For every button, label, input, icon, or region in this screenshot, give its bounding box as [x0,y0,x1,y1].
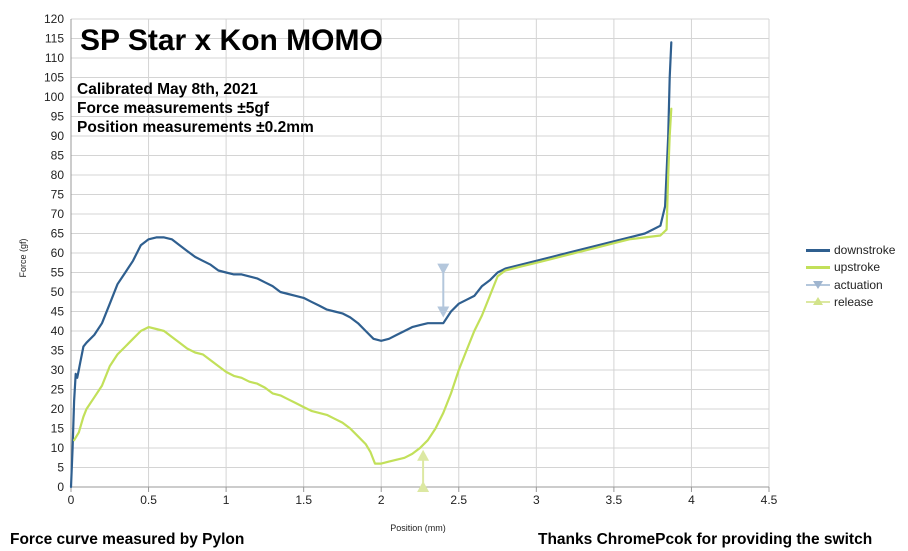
y-tick-label: 15 [51,422,65,436]
footer-thanks: Thanks ChromePcok for providing the swit… [538,531,873,548]
x-tick-label: 1.5 [295,493,312,507]
y-tick-label: 110 [45,51,64,65]
y-tick-label: 85 [51,149,65,163]
y-tick-label: 35 [51,344,65,358]
y-tick-label: 65 [51,227,65,241]
tick-labels: 0510152025303540455055606570758085909510… [44,12,778,507]
series [69,41,673,489]
legend-swatch-actuation [806,278,830,292]
x-tick-label: 1 [223,493,230,507]
y-axis-label: Force (gf) [18,238,28,277]
release-marker [417,481,430,492]
position-accuracy-note: Position measurements ±0.2mm [77,119,314,136]
y-tick-label: 105 [44,71,64,85]
x-tick-label: 0.5 [140,493,157,507]
y-tick-label: 115 [45,32,64,46]
chart-title: SP Star x Kon MOMO [80,24,383,57]
series-line-upstroke [72,107,673,465]
legend-swatch-upstroke [806,260,830,274]
y-tick-label: 20 [51,402,65,416]
y-tick-label: 45 [51,305,65,319]
series-line-downstroke [69,41,673,489]
x-tick-label: 3 [533,493,540,507]
force-accuracy-note: Force measurements ±5gf [77,100,269,117]
x-axis-label: Position (mm) [390,523,446,533]
grid [70,18,770,488]
x-tick-label: 2 [378,493,385,507]
legend-label-actuation: actuation [834,277,883,292]
calibration-note: Calibrated May 8th, 2021 [77,81,258,98]
y-tick-label: 95 [51,110,65,124]
release-marker [417,449,430,461]
y-tick-label: 30 [51,363,65,377]
markers [417,263,450,492]
legend-item-downstroke: downstroke [806,241,895,259]
y-tick-label: 90 [51,129,65,143]
legend-swatch-release [806,295,830,309]
legend-item-actuation: actuation [806,276,895,294]
y-tick-label: 0 [57,480,64,494]
legend-label-downstroke: downstroke [834,242,896,257]
legend-item-release: release [806,294,895,312]
y-tick-label: 80 [51,168,65,182]
legend-label-upstroke: upstroke [834,260,881,275]
legend-swatch-downstroke [806,243,830,257]
y-tick-label: 10 [51,441,65,455]
footer-measured-by: Force curve measured by Pylon [10,531,245,548]
y-tick-label: 75 [51,188,65,202]
y-tick-label: 70 [51,207,65,221]
actuation-marker [437,263,450,275]
legend-item-upstroke: upstroke [806,259,895,277]
y-tick-label: 55 [51,266,65,280]
x-tick-label: 0 [68,493,75,507]
y-tick-label: 5 [57,461,64,475]
x-tick-label: 3.5 [606,493,623,507]
y-tick-label: 40 [51,324,65,338]
legend-label-release: release [834,295,874,310]
actuation-marker [437,306,450,318]
y-tick-label: 25 [51,383,65,397]
x-tick-label: 4 [688,493,695,507]
y-tick-label: 60 [51,246,65,260]
y-tick-label: 50 [51,285,65,299]
x-tick-label: 4.5 [761,493,778,507]
y-tick-label: 100 [44,90,64,104]
legend: downstroke upstroke actuation release [806,241,895,311]
y-tick-label: 120 [44,12,64,26]
x-tick-label: 2.5 [450,493,467,507]
